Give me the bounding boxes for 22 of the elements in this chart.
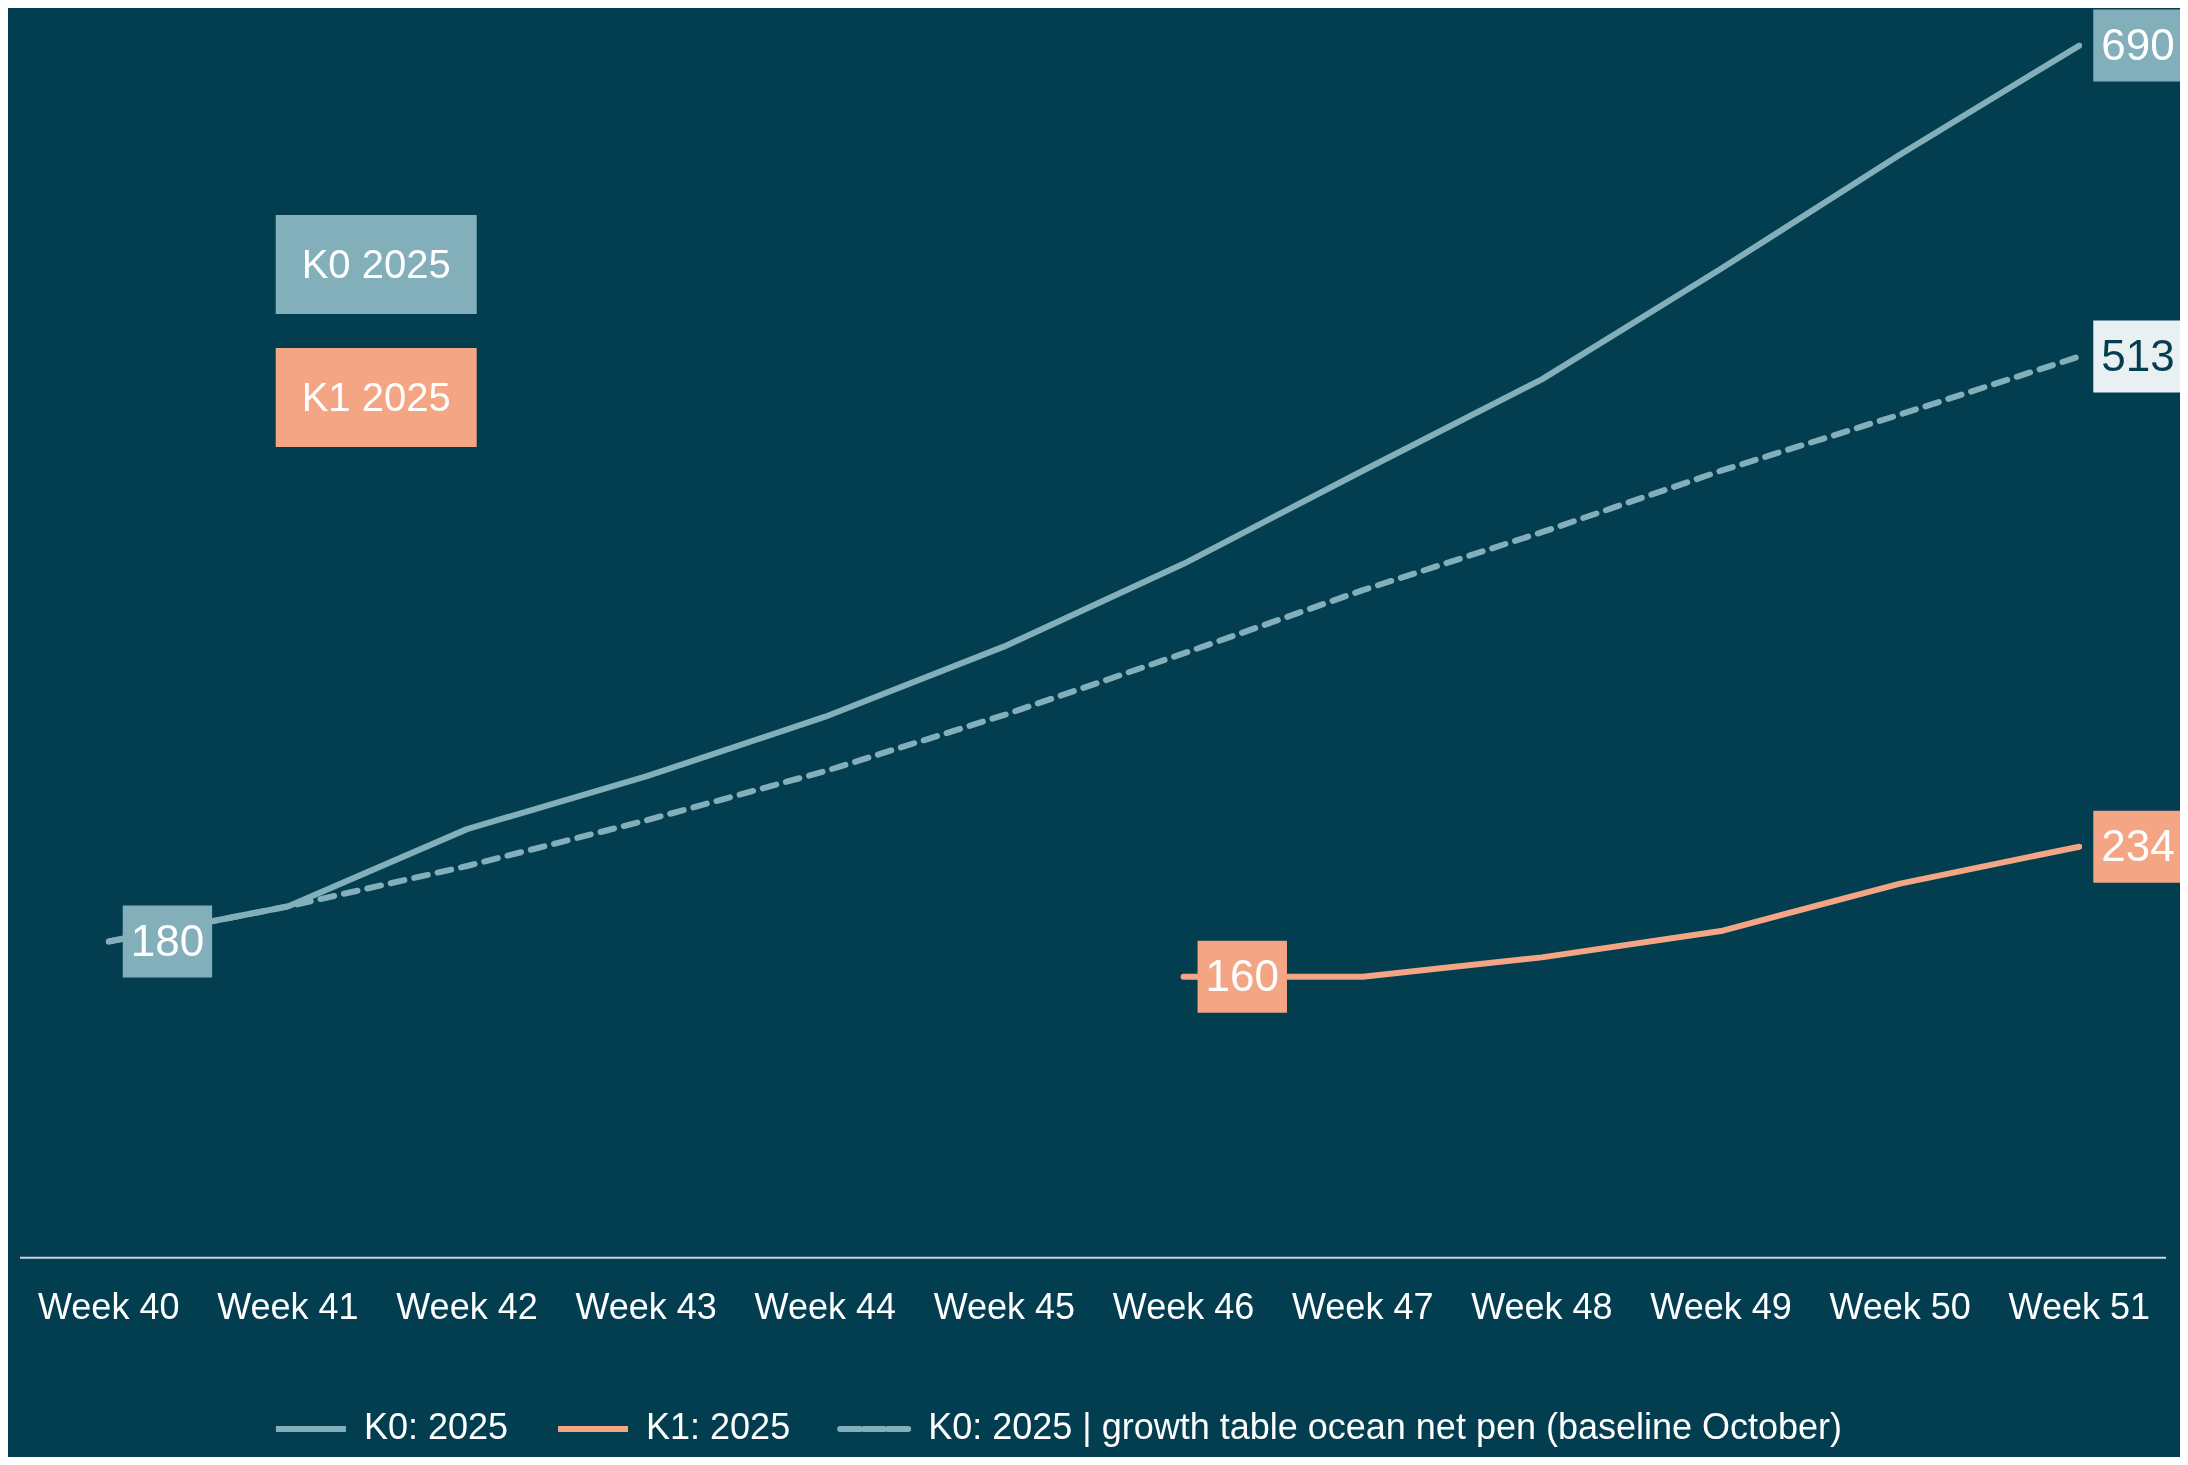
x-tick-label: Week 40 bbox=[38, 1286, 180, 1328]
x-tick-label: Week 45 bbox=[933, 1286, 1076, 1328]
data-label: 180 bbox=[130, 915, 205, 965]
annotation: K1 2025 bbox=[301, 374, 451, 419]
data-label: 234 bbox=[2101, 820, 2175, 870]
x-tick-label: Week 48 bbox=[1471, 1286, 1613, 1328]
x-tick-label: Week 41 bbox=[217, 1286, 359, 1328]
x-tick-label: Week 43 bbox=[575, 1286, 717, 1328]
annotation: K0 2025 bbox=[301, 241, 451, 286]
x-tick-label: Week 46 bbox=[1112, 1286, 1255, 1328]
legend-label: K1: 2025 bbox=[646, 1405, 791, 1447]
x-tick-label: Week 51 bbox=[2008, 1286, 2150, 1328]
data-label: 690 bbox=[2101, 19, 2175, 69]
legend-label: K0: 2025 bbox=[363, 1405, 509, 1447]
x-tick-label: Week 49 bbox=[1650, 1286, 1792, 1328]
x-tick-label: Week 42 bbox=[396, 1286, 538, 1328]
x-tick-label: Week 44 bbox=[754, 1286, 896, 1328]
data-label: 513 bbox=[2101, 330, 2175, 380]
x-tick-label: Week 50 bbox=[1829, 1286, 1971, 1328]
x-tick-label: Week 47 bbox=[1292, 1286, 1434, 1328]
legend-label: K0: 2025 | growth table ocean net pen (baseline October) bbox=[928, 1405, 1843, 1447]
data-label: 160 bbox=[1205, 950, 1279, 1000]
